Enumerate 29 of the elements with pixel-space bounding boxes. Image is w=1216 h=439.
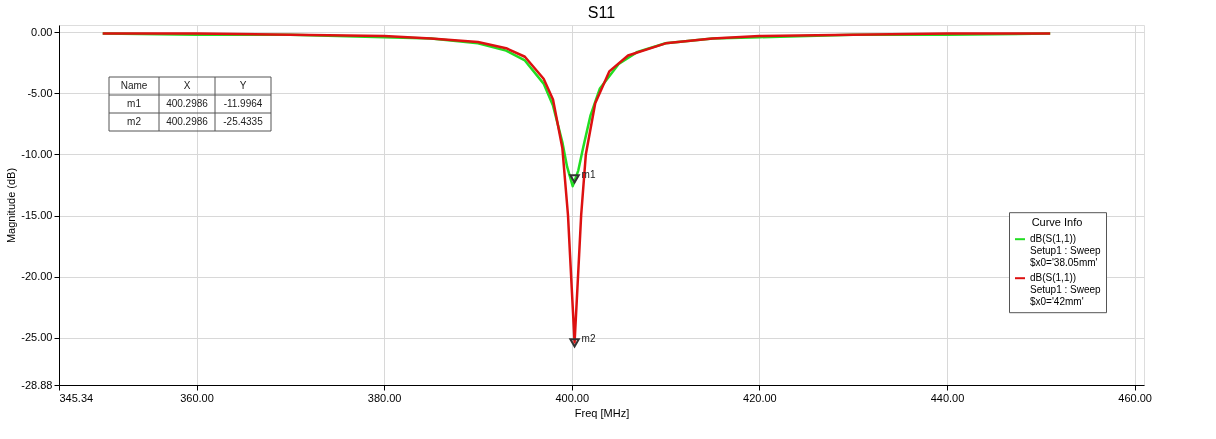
y-tick-label: -15.00 xyxy=(21,209,53,221)
y-tick-label: 0.00 xyxy=(31,25,53,38)
x-tick-label: 400.00 xyxy=(555,391,590,404)
legend-label: dB(S(1,1)) Setup1 : Sweep $x0='42mm' xyxy=(1030,272,1102,308)
y-tick-label: -10.00 xyxy=(21,147,53,160)
y-tick-label: -20.00 xyxy=(21,270,53,283)
legend-title: Curve Info xyxy=(1031,216,1083,229)
x-tick-label: 380.00 xyxy=(367,391,402,404)
x-tick-label: 440.00 xyxy=(930,391,965,404)
x-tick-label: 460.00 xyxy=(1118,391,1152,404)
annotation: 400.2986 xyxy=(166,98,209,109)
annotation: m1 xyxy=(127,98,142,109)
annotation: -25.4335 xyxy=(223,116,264,127)
annotation: X xyxy=(183,80,191,91)
chart-title: S11 xyxy=(587,4,616,21)
annotation: -11.9964 xyxy=(223,98,263,109)
y-tick-label: -28.88 xyxy=(21,378,53,391)
x-axis-title: Freq [MHz] xyxy=(574,406,630,419)
x-tick-label: 345.34 xyxy=(59,391,94,404)
y-tick-label: -25.00 xyxy=(21,331,53,344)
annotation: m2 xyxy=(127,116,142,127)
x-tick-label: 420.00 xyxy=(743,391,777,404)
x-tick-label: 360.00 xyxy=(180,391,214,404)
y-tick-label: -5.00 xyxy=(27,86,53,99)
annotation: m2 xyxy=(581,332,596,344)
annotation: Y xyxy=(239,80,247,91)
y-axis-title: Magnitude (dB) xyxy=(5,167,18,244)
annotation: Name xyxy=(120,80,148,91)
annotation: 400.2986 xyxy=(166,116,209,127)
